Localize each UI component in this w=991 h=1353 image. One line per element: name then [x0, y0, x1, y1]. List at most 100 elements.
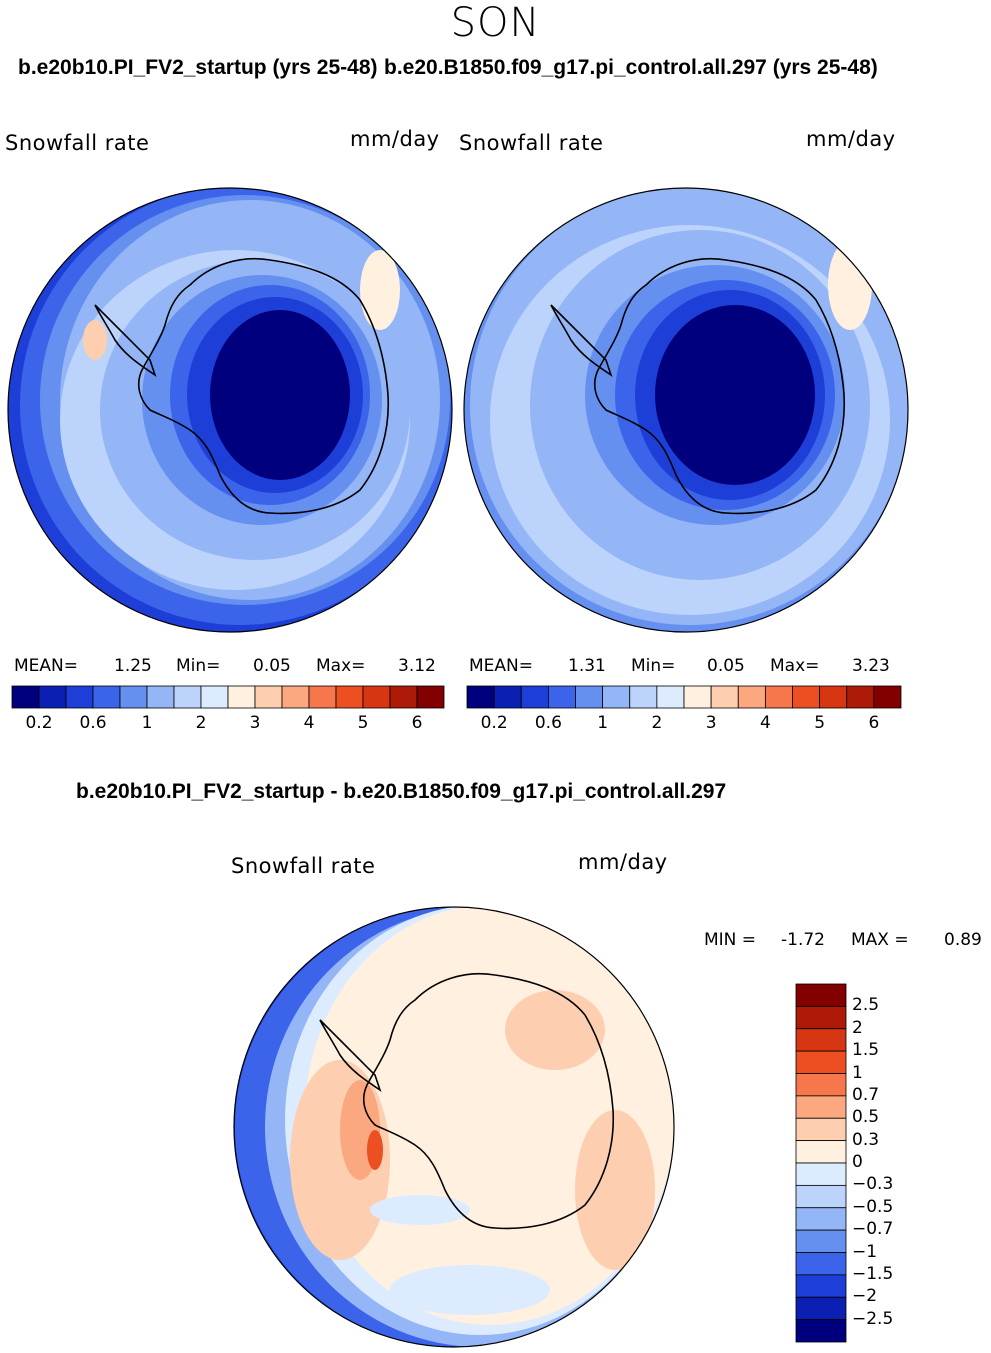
colorbar-diff-tick-label: −1 [852, 1241, 878, 1262]
colorbar-panel-1-tick-label: 6 [411, 713, 423, 733]
colorbar-diff-tick-label: −0.5 [852, 1196, 894, 1217]
map-panel-2 [463, 187, 909, 633]
colorbar-panel-1-tick-label: 0.6 [79, 713, 107, 733]
colorbar-panel-1-swatch [92, 685, 121, 709]
colorbar-panel-1-swatch [227, 685, 256, 709]
colorbar-panel-1-tick-label: 4 [303, 713, 315, 733]
colorbar-panel-2-swatch [846, 685, 875, 709]
colorbar-diff-swatch [795, 1207, 847, 1231]
colorbar-diff-swatch [795, 1184, 847, 1209]
case2-title: b.e20.B1850.f09_g17.pi_control.all.297 (… [384, 56, 878, 79]
colorbar-panel-1-swatch [173, 685, 202, 709]
colorbar-diff-swatch [795, 1005, 847, 1030]
diff-max-label: MAX = [851, 930, 909, 950]
colorbar-panel-1-swatch [308, 685, 337, 709]
colorbar-diff-tick-label: 0.3 [852, 1129, 880, 1150]
colorbar-panel-2-tick-label: 4 [759, 713, 771, 733]
colorbar-panel-1-swatch [416, 685, 445, 709]
colorbar-panel-2-swatch [547, 685, 576, 709]
colorbar-panel-2-tick-label: 5 [814, 713, 826, 733]
colorbar-diff-swatch [795, 1073, 847, 1097]
colorbar-panel-2-swatch [683, 685, 712, 709]
colorbar-panel-2-swatch [629, 685, 658, 709]
colorbar-diff-tick-label: 1.5 [852, 1040, 880, 1061]
colorbar-panel-1-swatch [281, 685, 310, 709]
colorbar-panel-2-swatch [493, 685, 522, 709]
colorbar-diff-tick-label: 2 [852, 1017, 863, 1038]
colorbar-panel-2-swatch [792, 685, 821, 709]
colorbar-diff-swatch [795, 1050, 847, 1074]
colorbar-panel-2-tick-label: 0.6 [534, 713, 562, 733]
colorbar-panel-2 [466, 685, 902, 709]
panel2-max-label: Max= [770, 656, 820, 676]
panel1-mean-value: 1.25 [114, 656, 152, 676]
colorbar-diff-tick-label: 0.7 [852, 1084, 880, 1105]
colorbar-panel-1-swatch [362, 685, 391, 709]
panel2-max-value: 3.23 [852, 656, 890, 676]
colorbar-panel-1 [11, 685, 445, 709]
colorbar-diff [795, 983, 847, 1343]
colorbar-panel-2-swatch [873, 685, 902, 709]
colorbar-panel-2-swatch [575, 685, 604, 709]
panel2-mean-value: 1.31 [568, 656, 606, 676]
colorbar-panel-1-tick-label: 5 [357, 713, 369, 733]
diff-min-label: MIN = [704, 930, 757, 950]
panel1-mean-label: MEAN= [14, 656, 78, 676]
colorbar-diff-tick-label: −2.5 [852, 1308, 894, 1329]
colorbar-panel-1-tick-label: 2 [195, 713, 207, 733]
colorbar-panel-2-swatch [602, 685, 631, 709]
map-panel-diff [233, 906, 675, 1348]
colorbar-diff-swatch [795, 1319, 847, 1343]
colorbar-panel-1-swatch [146, 685, 175, 709]
panel1-min-label: Min= [176, 656, 221, 676]
colorbar-diff-tick-label: −2 [852, 1286, 878, 1307]
colorbar-panel-2-swatch [656, 685, 685, 709]
colorbar-diff-swatch [795, 1229, 847, 1253]
panel2-min-value: 0.05 [707, 656, 745, 676]
colorbar-panel-1-tick-label: 3 [249, 713, 261, 733]
colorbar-panel-2-swatch [819, 685, 848, 709]
panel1-max-value: 3.12 [398, 656, 436, 676]
colorbar-diff-tick-label: 1 [852, 1062, 863, 1083]
panel1-variable: Snowfall rate [5, 131, 150, 155]
colorbar-panel-2-tick-label: 3 [705, 713, 717, 733]
colorbar-panel-1-swatch [254, 685, 283, 709]
colorbar-panel-2-swatch [520, 685, 549, 709]
diff-units: mm/day [578, 850, 668, 874]
colorbar-panel-2-swatch [710, 685, 739, 709]
colorbar-panel-2-tick-label: 1 [597, 713, 609, 733]
colorbar-diff-swatch [795, 1162, 847, 1186]
diff-max-value: 0.89 [944, 930, 982, 950]
panel2-units: mm/day [806, 127, 896, 151]
colorbar-panel-2-tick-label: 6 [868, 713, 880, 733]
colorbar-panel-2-swatch [764, 685, 793, 709]
diff-variable: Snowfall rate [231, 854, 376, 878]
colorbar-panel-1-swatch [335, 685, 364, 709]
colorbar-panel-2-tick-label: 0.2 [480, 713, 508, 733]
colorbar-diff-tick-label: −0.3 [852, 1174, 894, 1195]
colorbar-diff-swatch [795, 1140, 847, 1164]
panel2-min-label: Min= [631, 656, 676, 676]
colorbar-panel-2-swatch [466, 685, 495, 709]
panel2-variable: Snowfall rate [459, 131, 604, 155]
colorbar-panel-1-swatch [65, 685, 94, 709]
colorbar-panel-2-tick-label: 2 [651, 713, 663, 733]
colorbar-panel-2-swatch [737, 685, 766, 709]
colorbar-panel-1-tick-label: 1 [141, 713, 153, 733]
colorbar-diff-swatch [795, 1117, 847, 1142]
panel2-mean-label: MEAN= [469, 656, 533, 676]
colorbar-diff-tick-label: −1.5 [852, 1263, 894, 1284]
colorbar-diff-tick-label: 0 [852, 1152, 863, 1172]
colorbar-panel-1-swatch [38, 685, 67, 709]
map-panel-1 [7, 187, 453, 633]
panel1-max-label: Max= [316, 656, 366, 676]
colorbar-panel-1-swatch [200, 685, 229, 709]
colorbar-diff-swatch [795, 1274, 847, 1298]
diff-min-value: -1.72 [781, 930, 825, 950]
diff-title: b.e20b10.PI_FV2_startup - b.e20.B1850.f0… [76, 780, 727, 803]
colorbar-panel-1-swatch [119, 685, 148, 709]
colorbar-diff-swatch [795, 983, 847, 1007]
colorbar-panel-1-tick-label: 0.2 [25, 713, 53, 733]
panel1-min-value: 0.05 [253, 656, 291, 676]
colorbar-diff-swatch [795, 1252, 847, 1276]
